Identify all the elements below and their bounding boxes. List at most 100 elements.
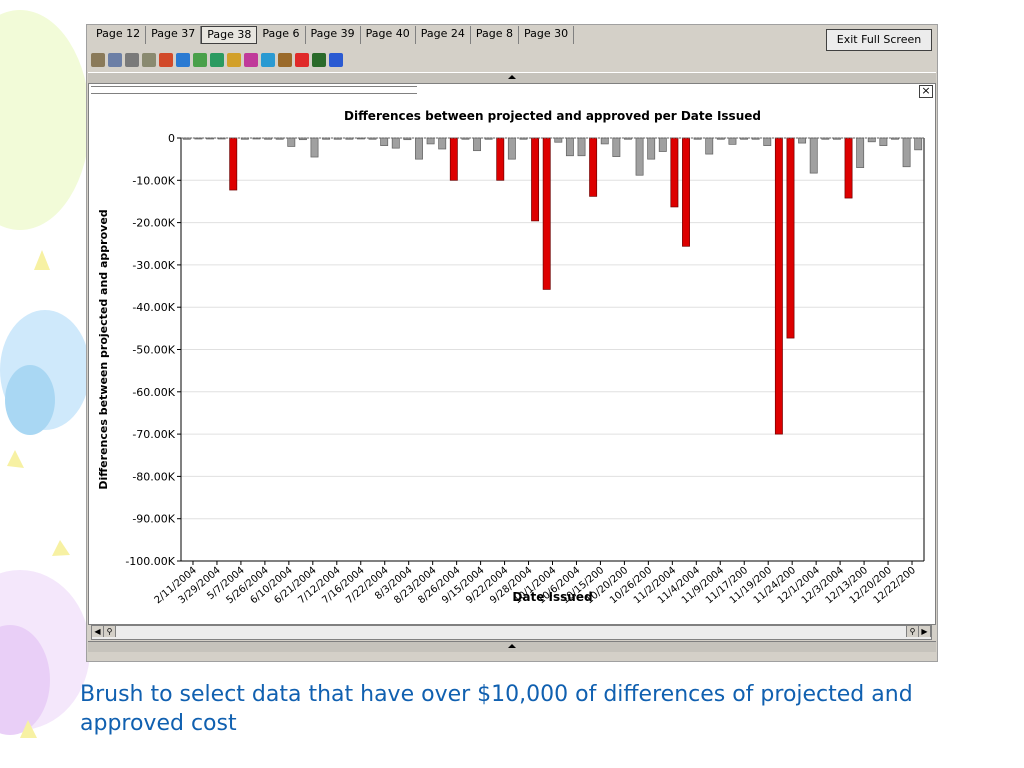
heat-map-icon[interactable] [295, 53, 309, 67]
tab-page-39[interactable]: Page 39 [306, 26, 361, 44]
collapse-up-icon[interactable] [508, 75, 516, 79]
bar [798, 137, 807, 144]
y-tick-label: -70.00K [132, 428, 175, 441]
tab-page-37[interactable]: Page 37 [146, 26, 202, 44]
area-chart-icon[interactable] [210, 53, 224, 67]
bar [902, 137, 911, 168]
tab-page-30[interactable]: Page 30 [519, 26, 575, 44]
bar [705, 137, 714, 155]
map-icon[interactable] [278, 53, 292, 67]
bar-highlighted [531, 137, 540, 222]
bar-highlighted [670, 137, 679, 208]
bar-highlighted [449, 137, 458, 181]
bar [380, 137, 389, 146]
bar-highlighted [786, 137, 795, 339]
bar [809, 137, 818, 174]
bar-highlighted [589, 137, 598, 197]
bar [821, 137, 830, 140]
y-tick-label: 0 [168, 132, 175, 145]
bar [763, 137, 772, 146]
bar [716, 137, 725, 140]
bar [287, 137, 296, 147]
expand-up-icon[interactable] [508, 644, 516, 648]
app-window: Page 12 Page 37 Page 38 Page 6 Page 39 Page 4… [86, 24, 938, 662]
bar-chart[interactable]: Differences between projected and approv… [89, 98, 935, 608]
horizontal-scrollbar[interactable]: ◀ ⚲ ⚲ ▶ [91, 625, 932, 640]
pie-chart-icon[interactable] [159, 53, 173, 67]
bar [391, 137, 400, 149]
chart-title: Differences between projected and approv… [344, 109, 761, 123]
bar [891, 137, 899, 140]
tab-page-12[interactable]: Page 12 [91, 26, 147, 44]
y-tick-label: -60.00K [132, 386, 175, 399]
bar [658, 137, 667, 152]
bar [647, 137, 656, 160]
y-tick-label: -80.00K [132, 470, 175, 483]
bar-highlighted [229, 137, 238, 191]
exit-full-screen-button[interactable]: Exit Full Screen [826, 29, 932, 51]
bar [879, 137, 888, 146]
y-axis-label: Differences between projected and approv… [97, 209, 110, 489]
bar [368, 137, 377, 140]
bar [740, 137, 749, 140]
line-chart-icon[interactable] [193, 53, 207, 67]
bar [600, 137, 609, 145]
y-tick-label: -100.00K [125, 555, 175, 568]
histogram-icon[interactable] [261, 53, 275, 67]
bar [914, 137, 923, 151]
slide-caption: Brush to select data that have over $10,… [80, 682, 913, 736]
bar [438, 137, 447, 150]
bar-highlighted [542, 137, 551, 290]
bar [554, 137, 563, 143]
y-tick-label: -20.00K [132, 217, 175, 230]
bar [577, 137, 586, 157]
page-tabs: Page 12 Page 37 Page 38 Page 6 Page 39 Page 4… [91, 26, 575, 44]
pane-grip[interactable] [91, 86, 417, 94]
tab-page-40[interactable]: Page 40 [361, 26, 416, 44]
bar [856, 137, 865, 168]
bar [612, 137, 621, 157]
bar [867, 137, 876, 143]
splitter-bottom[interactable] [88, 641, 936, 652]
y-tick-label: -10.00K [132, 174, 175, 187]
bar-highlighted [682, 137, 690, 247]
y-tick-label: -50.00K [132, 344, 175, 357]
bar [728, 137, 737, 145]
text-icon[interactable] [142, 53, 156, 67]
tab-page-6[interactable]: Page 6 [257, 26, 306, 44]
close-icon[interactable]: × [919, 85, 933, 98]
bar [275, 137, 284, 140]
bar-chart-icon[interactable] [176, 53, 190, 67]
scatter-chart-icon[interactable] [227, 53, 241, 67]
scroll-left-icon[interactable]: ◀ [92, 626, 104, 637]
bar-highlighted [844, 137, 853, 199]
bar [473, 137, 481, 152]
globe-icon[interactable] [329, 53, 343, 67]
bar [310, 137, 319, 158]
bar [507, 137, 516, 160]
bar [415, 137, 423, 160]
scroll-right-icon[interactable]: ▶ [918, 626, 931, 637]
tab-page-24[interactable]: Page 24 [416, 26, 471, 44]
tab-page-38[interactable]: Page 38 [201, 26, 258, 44]
list-icon[interactable] [108, 53, 122, 67]
bar [624, 137, 632, 140]
tab-page-8[interactable]: Page 8 [471, 26, 519, 44]
x-axis-label: Date Issued [512, 590, 592, 604]
y-tick-label: -90.00K [132, 513, 175, 526]
zoom-left-icon[interactable]: ⚲ [104, 626, 116, 637]
chart-pane: × Differences between projected and appr… [88, 83, 936, 625]
bar [635, 137, 644, 176]
bar [182, 137, 191, 140]
table-icon[interactable] [91, 53, 105, 67]
y-tick-label: -30.00K [132, 259, 175, 272]
bar-highlighted [496, 137, 505, 181]
y-tick-label: -40.00K [132, 301, 175, 314]
grid-icon[interactable] [125, 53, 139, 67]
treemap-icon[interactable] [312, 53, 326, 67]
bar [426, 137, 435, 145]
bar-highlighted [774, 137, 783, 435]
stacked-bar-icon[interactable] [244, 53, 258, 67]
bar [565, 137, 574, 157]
toolbar [91, 51, 343, 69]
